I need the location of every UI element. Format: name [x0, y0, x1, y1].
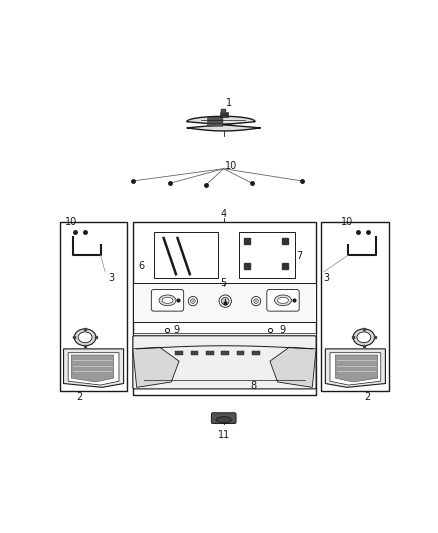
Text: 8: 8 — [250, 381, 256, 391]
Polygon shape — [71, 355, 113, 382]
Bar — [191, 351, 198, 355]
Bar — [321, 222, 389, 391]
Text: 6: 6 — [138, 261, 145, 271]
Ellipse shape — [221, 297, 229, 305]
Bar — [206, 351, 214, 355]
Polygon shape — [64, 349, 124, 387]
Bar — [133, 334, 316, 341]
Text: 4: 4 — [221, 209, 227, 219]
Bar — [133, 284, 316, 322]
Ellipse shape — [74, 329, 96, 346]
Bar — [220, 112, 228, 117]
Ellipse shape — [78, 332, 92, 343]
Text: 5: 5 — [221, 278, 227, 288]
Text: 2: 2 — [364, 392, 371, 401]
Polygon shape — [330, 353, 381, 385]
Bar — [237, 351, 244, 355]
Ellipse shape — [353, 329, 374, 346]
PathPatch shape — [187, 116, 261, 131]
Ellipse shape — [357, 332, 371, 343]
Text: 10: 10 — [341, 217, 353, 227]
Text: 3: 3 — [108, 273, 114, 283]
Bar — [133, 222, 316, 395]
Text: 10: 10 — [65, 217, 78, 227]
Bar — [221, 351, 229, 355]
Polygon shape — [325, 349, 385, 387]
Ellipse shape — [191, 299, 195, 303]
Ellipse shape — [278, 297, 288, 303]
Bar — [60, 222, 127, 391]
Ellipse shape — [159, 295, 176, 306]
Ellipse shape — [216, 417, 231, 423]
Polygon shape — [133, 348, 179, 387]
Text: 1: 1 — [226, 98, 232, 108]
Bar — [252, 351, 260, 355]
Bar — [155, 232, 218, 278]
Polygon shape — [270, 348, 316, 387]
Text: 3: 3 — [324, 273, 330, 283]
Bar — [175, 351, 183, 355]
Ellipse shape — [275, 295, 291, 306]
Ellipse shape — [188, 296, 198, 306]
Ellipse shape — [162, 297, 173, 303]
Ellipse shape — [251, 296, 261, 306]
Ellipse shape — [254, 299, 258, 303]
Text: 9: 9 — [173, 325, 179, 335]
FancyBboxPatch shape — [208, 117, 223, 126]
Text: 9: 9 — [279, 325, 285, 335]
Text: 10: 10 — [225, 160, 237, 171]
Bar — [239, 232, 294, 278]
Text: 11: 11 — [218, 431, 230, 440]
Ellipse shape — [219, 295, 231, 308]
FancyBboxPatch shape — [151, 289, 184, 311]
FancyBboxPatch shape — [133, 336, 316, 389]
Bar — [221, 109, 226, 112]
Text: 7: 7 — [296, 252, 302, 262]
Polygon shape — [336, 355, 378, 382]
Polygon shape — [68, 353, 119, 385]
FancyBboxPatch shape — [267, 289, 299, 311]
Text: 2: 2 — [76, 392, 82, 401]
FancyBboxPatch shape — [212, 413, 236, 424]
